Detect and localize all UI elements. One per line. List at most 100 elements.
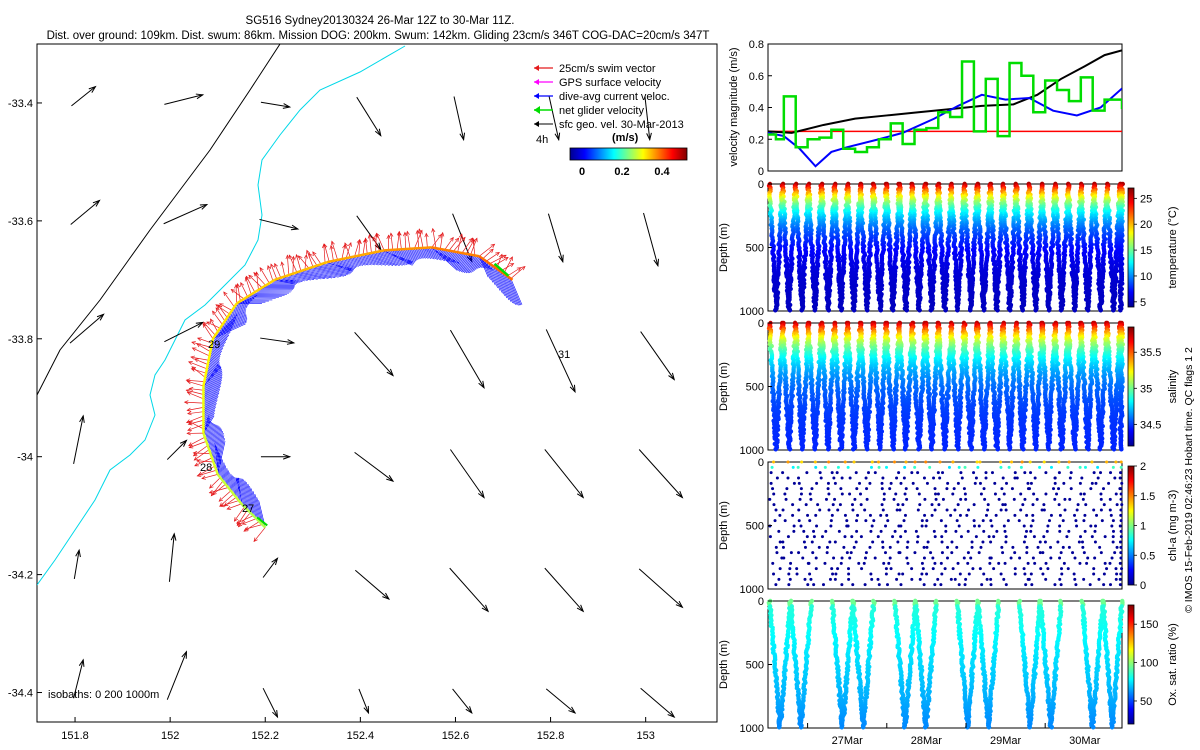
swim-vector	[424, 232, 429, 248]
swim-vector	[344, 242, 351, 258]
dac-vector	[207, 422, 213, 446]
dac-vector	[212, 426, 221, 461]
dac-vector	[203, 395, 219, 421]
geo-vector	[640, 331, 676, 381]
dac-vector	[250, 488, 260, 522]
dac-vector	[212, 314, 238, 342]
dac-vector	[461, 252, 479, 269]
dac-vector	[230, 303, 250, 313]
profile-point	[839, 308, 844, 313]
profile-point	[995, 308, 1000, 313]
dac-vector	[435, 247, 463, 273]
profile-point	[904, 308, 909, 313]
speed-series-green	[768, 60, 1122, 154]
temperature-colorbar-label: temperature (°C)	[1167, 206, 1179, 288]
swim-vector	[306, 249, 314, 268]
geo-vector	[643, 212, 659, 268]
swim-vector	[482, 248, 494, 259]
dac-vector	[213, 429, 223, 465]
dac-vector	[239, 477, 248, 510]
geo-vector	[354, 331, 394, 377]
swim-vector	[186, 391, 204, 400]
profile-point	[943, 308, 948, 313]
profile-point	[1118, 308, 1123, 313]
map-panel: 29 28 27 31 151.8 152 152.2 152.4 152.6 152.8…	[8, 43, 718, 742]
legend-net: net glider velocity	[559, 105, 644, 117]
geo-vector	[354, 569, 391, 601]
geo-vector	[260, 101, 292, 109]
geo-vector	[354, 451, 395, 483]
dac-vector	[216, 319, 248, 334]
map-ytick-label: -33.6	[8, 216, 33, 228]
swim-vector	[186, 380, 204, 387]
dac-vector	[466, 253, 482, 268]
dac-vector	[204, 363, 220, 380]
geo-vector	[73, 658, 85, 699]
dac-vector	[203, 370, 223, 402]
swim-vector	[267, 265, 274, 282]
dac-vector	[468, 254, 484, 268]
dac-vector	[214, 321, 247, 338]
dac-vector	[203, 376, 223, 408]
geo-vector	[547, 213, 564, 264]
swim-vector	[236, 283, 241, 302]
swim-vector	[223, 497, 237, 507]
dac-vector	[394, 249, 417, 262]
dac-vector	[217, 317, 248, 332]
geo-vector	[453, 96, 466, 142]
dac-vector	[204, 361, 220, 378]
dac-vector	[227, 470, 232, 491]
swim-vector	[389, 232, 394, 250]
dac-vector	[203, 382, 222, 412]
dac-vector	[203, 392, 220, 419]
swim-vector	[444, 236, 454, 251]
swim-vector	[431, 227, 437, 249]
dac-vector	[308, 267, 344, 277]
colorbar-tick-0.2: 0.2	[614, 166, 629, 178]
dac-vector	[396, 249, 418, 261]
geo-vector	[548, 96, 561, 142]
dac-vector	[215, 433, 224, 469]
dac-vector	[409, 248, 429, 259]
dac-vector	[352, 256, 376, 266]
dac-vector	[356, 255, 383, 266]
map-ytick-label: -34	[17, 452, 33, 464]
dac-vector	[485, 261, 498, 289]
dac-vector	[237, 477, 242, 504]
temperature-points	[766, 181, 1125, 313]
dac-vector	[205, 358, 220, 374]
swim-vector	[330, 240, 338, 261]
dac-vector	[440, 248, 468, 274]
swim-vector	[210, 480, 224, 497]
profile-point	[1098, 308, 1103, 313]
colorbar-tick-label: 20	[1140, 219, 1152, 231]
dac-vector	[499, 271, 515, 305]
dac-vector	[203, 415, 209, 436]
dac-vector	[209, 334, 230, 357]
dac-vector	[392, 249, 416, 263]
dac-vector	[450, 250, 474, 272]
dac-vector	[300, 270, 333, 279]
swim-vector	[202, 323, 214, 339]
geo-vector	[545, 329, 576, 394]
geo-vector	[638, 449, 684, 499]
dac-vector	[492, 266, 508, 299]
dac-vector	[360, 254, 390, 266]
dac-vector	[337, 259, 358, 268]
dac-vector	[505, 274, 519, 306]
dac-vector	[211, 426, 220, 458]
dac-vector	[203, 365, 220, 393]
dac-vector	[208, 423, 215, 448]
dac-vector	[418, 247, 442, 261]
profile-point	[955, 308, 960, 313]
dac-vector	[227, 308, 247, 318]
colorbar-tick-label: 5	[1140, 297, 1146, 309]
swim-vector	[291, 255, 296, 274]
dac-vector	[320, 263, 353, 272]
dac-vector	[484, 259, 496, 286]
swim-vector	[376, 232, 385, 251]
dac-vector	[208, 338, 228, 359]
geo-vector	[262, 687, 279, 719]
dac-vector	[329, 261, 354, 271]
